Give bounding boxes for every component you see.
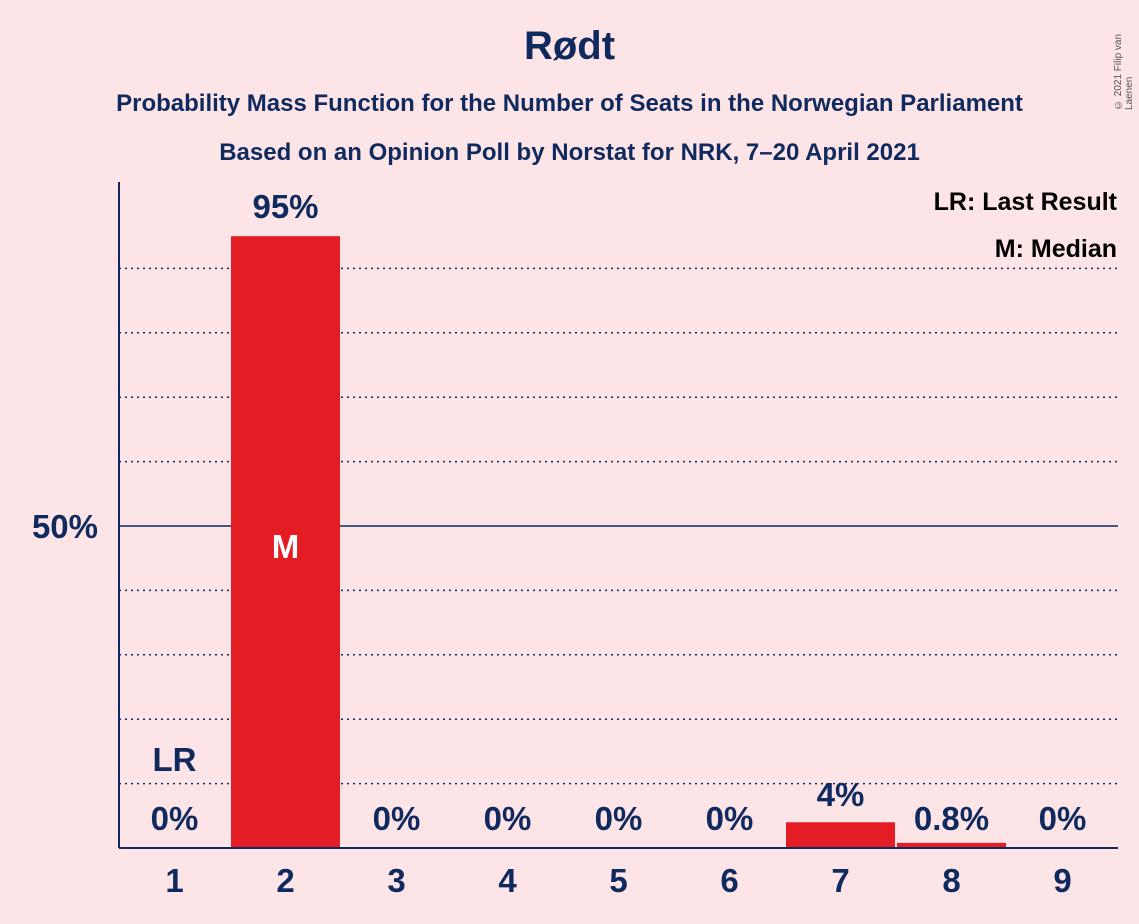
x-tick-label-5: 5 [609,862,627,899]
median-marker: M [272,528,300,565]
x-tick-label-2: 2 [276,862,294,899]
chart-title: Rødt [523,24,616,68]
data-labels: 0% 1 LR 95% 2 M 0% 3 0% 4 0% 5 0% 6 4% 7 0.8% 8 0% 9 [151,188,1087,899]
y-tick-label-50: 50% [32,508,98,545]
value-label-seat-4: 0% [484,800,532,837]
legend-last-result: LR: Last Result [934,188,1118,216]
x-tick-label-1: 1 [165,862,183,899]
value-label-seat-6: 0% [706,800,754,837]
gridlines [119,267,1118,785]
axes: 50% [32,182,1118,849]
bar-seat-2 [231,236,340,848]
value-label-seat-3: 0% [373,800,421,837]
x-tick-label-3: 3 [387,862,405,899]
chart-subtitle-2: Based on an Opinion Poll by Norstat for … [219,139,920,166]
x-tick-label-4: 4 [498,862,517,899]
value-label-seat-7: 4% [817,776,865,813]
value-label-seat-5: 0% [595,800,643,837]
value-label-seat-2: 95% [252,188,318,225]
bar-seat-8 [897,842,1006,848]
x-tick-label-6: 6 [720,862,738,899]
value-label-seat-9: 0% [1039,800,1087,837]
x-tick-label-9: 9 [1053,862,1071,899]
bars [231,236,1006,848]
legend-median: M: Median [995,235,1117,263]
last-result-marker: LR [153,741,197,778]
x-tick-label-8: 8 [942,862,960,899]
chart-subtitle-1: Probability Mass Function for the Number… [116,90,1023,117]
x-tick-label-7: 7 [831,862,849,899]
value-label-seat-1: 0% [151,800,199,837]
value-label-seat-8: 0.8% [914,800,989,837]
bar-seat-7 [786,822,895,848]
